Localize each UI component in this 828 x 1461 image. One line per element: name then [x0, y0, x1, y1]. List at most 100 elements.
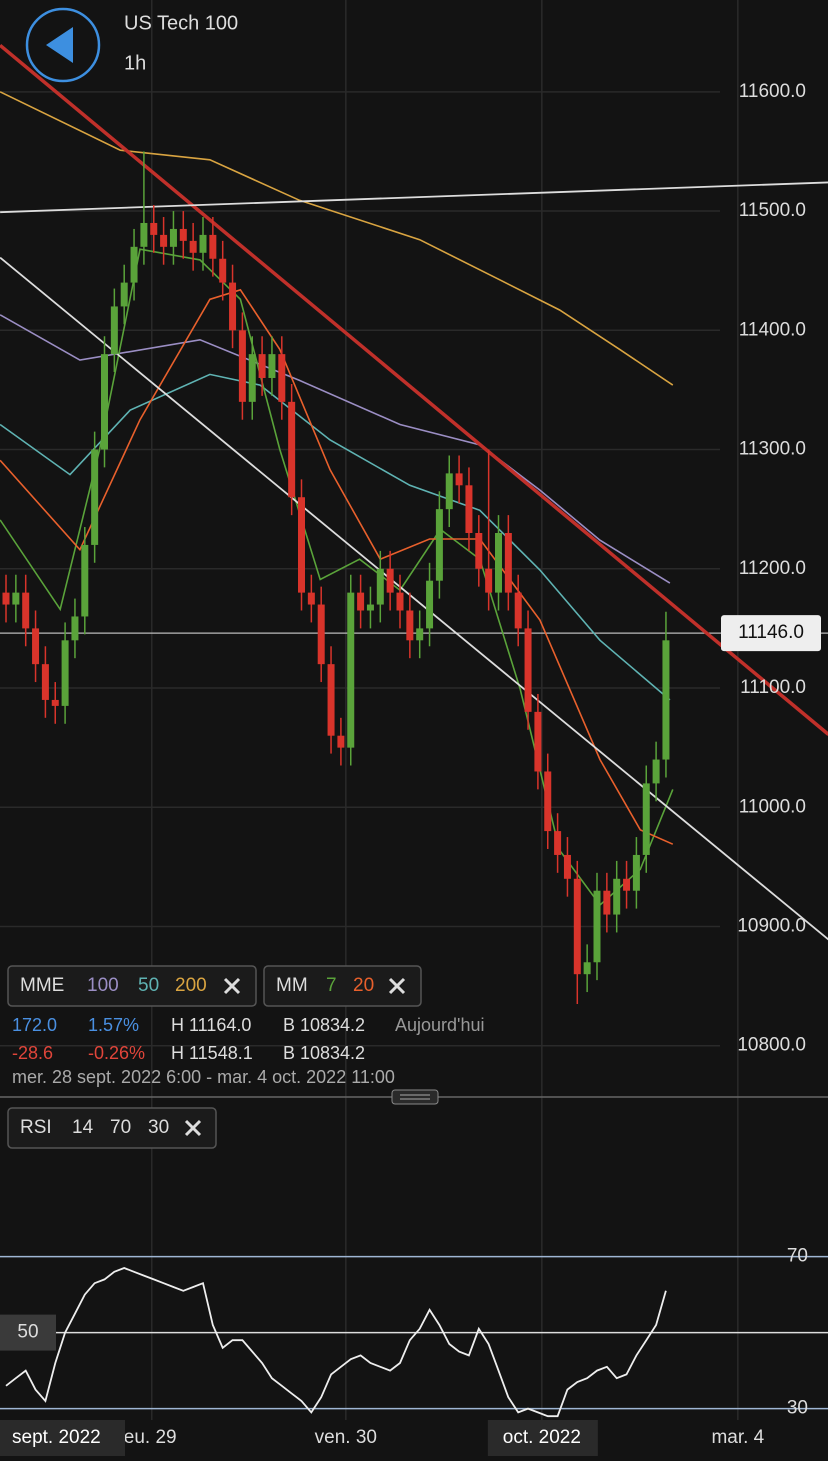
candle-body — [12, 592, 20, 605]
candle-body — [603, 890, 611, 915]
candle-body — [573, 878, 581, 975]
candle-body — [623, 878, 631, 891]
candle-body — [140, 222, 148, 247]
close-icon[interactable] — [388, 977, 406, 995]
candle-body — [504, 532, 512, 593]
candle-body — [2, 592, 10, 605]
candle-body — [366, 604, 374, 611]
candle-body — [307, 592, 315, 605]
close-icon[interactable] — [184, 1119, 202, 1137]
candle-body — [219, 258, 227, 283]
indicator-param: 7 — [326, 975, 337, 996]
last-price-box — [721, 615, 821, 652]
indicator-param: 70 — [110, 1117, 131, 1138]
candle-body — [406, 610, 414, 641]
rsi-mid-box — [0, 1314, 56, 1351]
candle-body — [32, 628, 40, 665]
interval: 1h — [124, 52, 146, 74]
candle-body — [91, 449, 99, 545]
candle-body — [347, 592, 355, 748]
candle-body — [376, 568, 384, 605]
candle-body — [248, 354, 256, 402]
y-tick-label: 10900.0 — [737, 916, 806, 937]
last-price-label: 11146.0 — [738, 622, 804, 643]
info-percent: -0.26% — [88, 1043, 145, 1063]
candle-body — [199, 234, 207, 253]
y-tick-label: 11100.0 — [740, 677, 806, 698]
info-change: 172.0 — [12, 1015, 57, 1035]
moving-average — [0, 288, 674, 845]
candle-body — [169, 228, 177, 247]
back-button[interactable] — [25, 7, 101, 83]
candle-body — [268, 354, 276, 378]
x-axis-band — [0, 1420, 828, 1461]
candle-body — [81, 544, 89, 617]
moving-average — [0, 91, 674, 386]
candle-body — [22, 592, 30, 629]
candle-body — [229, 282, 237, 331]
candle-body — [396, 592, 404, 611]
back-arrow[interactable] — [46, 27, 73, 63]
rsi-tick-label: 30 — [787, 1398, 808, 1419]
x-tick-label: mar. 4 — [711, 1427, 764, 1448]
indicator-param: 30 — [148, 1117, 169, 1138]
candle-body — [278, 354, 286, 402]
trendline — [0, 256, 828, 941]
candle-body — [642, 783, 650, 855]
close-icon[interactable] — [223, 977, 241, 995]
instrument-title: US Tech 100 — [124, 12, 238, 34]
indicator-name: MM — [276, 975, 308, 996]
y-tick-label: 11300.0 — [739, 439, 806, 460]
rsi-tick-label: 50 — [17, 1322, 38, 1343]
info-high: H 11164.0 — [171, 1015, 251, 1035]
candle-body — [179, 228, 187, 241]
candle-body — [238, 330, 246, 402]
candle-body — [426, 580, 434, 629]
candle-body — [632, 854, 640, 891]
candle-body — [110, 306, 118, 355]
candle-body — [189, 240, 197, 253]
indicator-param: 14 — [72, 1117, 94, 1138]
indicator-box[interactable] — [263, 965, 422, 1007]
candle-body — [101, 354, 108, 450]
candle-body — [288, 401, 296, 498]
candle-body — [435, 509, 443, 581]
candle-body — [465, 485, 473, 533]
candle-body — [455, 473, 463, 486]
y-tick-label: 11500.0 — [739, 200, 806, 221]
candle-body — [298, 497, 305, 593]
y-tick-label: 11000.0 — [739, 796, 806, 817]
info-change: -28.6 — [12, 1043, 53, 1063]
indicator-box[interactable] — [7, 965, 257, 1007]
y-tick-label: 11600.0 — [739, 81, 806, 102]
pane-handle[interactable] — [391, 1089, 439, 1105]
candle-body — [495, 532, 502, 593]
moving-average — [0, 314, 671, 584]
indicator-param: 20 — [353, 975, 374, 996]
candle-body — [61, 640, 69, 706]
candle-body — [416, 628, 424, 641]
candle-body — [514, 592, 522, 629]
info-percent: 1.57% — [88, 1015, 139, 1035]
back-circle[interactable] — [25, 7, 101, 83]
candle-body — [51, 699, 59, 706]
indicator-box[interactable] — [7, 1107, 217, 1149]
indicator-param: 200 — [175, 975, 207, 996]
x-tick-label: ven. 30 — [315, 1427, 377, 1448]
candle-body — [150, 222, 158, 235]
info-low: B 10834.2 — [283, 1015, 365, 1035]
candle-body — [258, 354, 266, 378]
candle-body — [327, 664, 335, 736]
candle-body — [593, 890, 601, 963]
candle-body — [357, 592, 365, 611]
candle-body — [583, 962, 591, 975]
indicator-param: 100 — [87, 975, 119, 996]
candle-body — [524, 628, 532, 712]
x-tick-label: oct. 2022 — [503, 1427, 581, 1448]
candle-body — [554, 831, 562, 855]
rsi-tick-label: 70 — [787, 1246, 808, 1267]
candle-body — [652, 759, 660, 784]
candle-body — [386, 568, 394, 593]
